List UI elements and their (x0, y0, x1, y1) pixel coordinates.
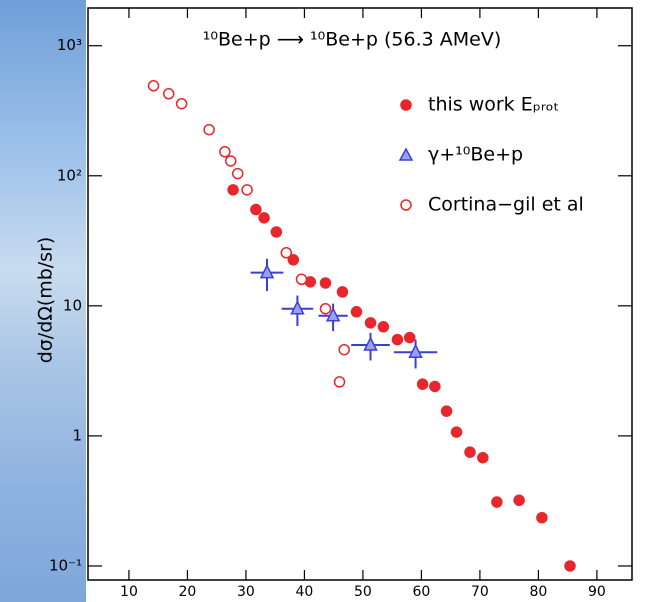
legend-label: this work Eₚᵣₒₜ (428, 94, 559, 116)
data-point (429, 380, 441, 393)
x-tick-label: 10 (120, 584, 138, 600)
y-tick-label: 10 (63, 296, 82, 314)
data-point (440, 405, 453, 417)
y-tick-label: 10² (57, 166, 82, 184)
data-point (416, 378, 429, 390)
data-point (336, 286, 349, 298)
data-point (227, 184, 239, 196)
data-point (403, 331, 416, 344)
data-point (325, 307, 341, 322)
data-point (175, 97, 188, 110)
data-point (333, 376, 346, 388)
data-point (513, 494, 525, 507)
x-tick-label: 60 (413, 584, 431, 600)
data-point (363, 336, 378, 351)
data-point (364, 317, 377, 329)
data-point (477, 451, 489, 464)
data-point (564, 560, 576, 572)
y-axis-label: dσ/dΩ(mb/sr) (35, 237, 57, 364)
y-tick-label: 10³ (57, 36, 82, 54)
data-point (259, 263, 275, 279)
data-point (162, 88, 175, 100)
data-point (338, 343, 350, 356)
x-tick-label: 30 (237, 584, 255, 600)
data-point (219, 146, 231, 158)
data-point (258, 212, 270, 224)
data-point (377, 321, 390, 333)
data-point (295, 273, 308, 286)
x-tick-label: 80 (529, 584, 547, 600)
data-point (241, 184, 253, 196)
data-point (231, 167, 244, 180)
data-point (290, 300, 305, 315)
data-point (250, 203, 262, 216)
x-tick-label: 90 (588, 584, 606, 600)
x-tick-label: 70 (471, 584, 489, 600)
data-point (350, 306, 363, 318)
data-point (536, 511, 548, 524)
data-point (203, 123, 215, 136)
data-point (270, 226, 283, 238)
data-point (464, 446, 476, 458)
legend-symbol (400, 199, 412, 211)
data-point (224, 155, 237, 167)
data-point (280, 246, 293, 259)
chart-title: ¹⁰Be+p ⟶ ¹⁰Be+p (56.3 AMeV) (203, 29, 501, 51)
y-tick-label: 10⁻¹ (49, 556, 82, 574)
legend-label: Cortina−gil et al (428, 194, 584, 216)
data-point (287, 254, 300, 266)
data-point (450, 426, 463, 438)
data-point (147, 80, 160, 92)
legend-symbol (398, 147, 414, 161)
data-point (319, 277, 332, 289)
data-point (408, 343, 423, 358)
legend-symbol (400, 99, 412, 111)
data-point (391, 333, 404, 346)
x-tick-label: 20 (179, 584, 197, 600)
legend-label: γ+¹⁰Be+p (428, 144, 523, 166)
x-tick-label: 50 (354, 584, 372, 600)
background-sky (0, 0, 86, 602)
y-tick-label: 1 (72, 426, 82, 444)
data-point (319, 302, 332, 315)
x-tick-label: 40 (296, 584, 314, 600)
data-point (491, 496, 503, 508)
